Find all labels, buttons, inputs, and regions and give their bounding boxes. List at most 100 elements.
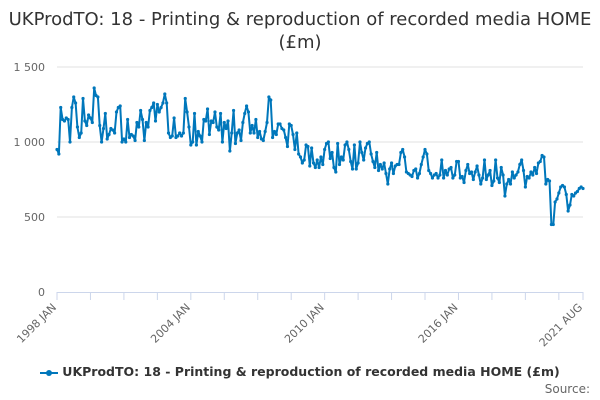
data-point xyxy=(449,165,453,170)
data-point xyxy=(516,170,520,174)
data-point xyxy=(414,167,418,171)
data-point xyxy=(55,147,59,152)
data-point xyxy=(150,105,154,110)
data-point xyxy=(192,111,197,116)
data-point xyxy=(295,131,299,135)
data-point xyxy=(222,120,226,125)
data-point xyxy=(442,176,446,180)
data-point xyxy=(176,134,180,138)
data-point xyxy=(484,177,488,182)
data-point xyxy=(293,147,297,152)
data-point xyxy=(163,92,167,96)
data-point xyxy=(256,135,260,140)
data-point xyxy=(311,161,316,165)
data-point xyxy=(315,158,319,162)
legend-label: UKProdTO: 18 - Printing & reproduction o… xyxy=(62,364,560,379)
data-point xyxy=(185,110,189,114)
data-point xyxy=(527,176,531,180)
data-point xyxy=(436,176,440,180)
data-point xyxy=(438,173,442,177)
data-point xyxy=(257,129,262,134)
data-point xyxy=(428,171,433,176)
data-point xyxy=(482,158,487,162)
data-point xyxy=(181,131,185,135)
data-point xyxy=(298,155,303,159)
data-point xyxy=(211,120,215,125)
data-point xyxy=(337,162,342,167)
data-point xyxy=(332,165,336,170)
legend-line-icon xyxy=(40,369,59,376)
data-point xyxy=(514,173,518,177)
data-point xyxy=(564,192,568,197)
data-point xyxy=(165,101,169,105)
data-point xyxy=(231,108,236,113)
data-point xyxy=(244,104,249,108)
data-point xyxy=(389,161,394,165)
data-point xyxy=(66,117,70,122)
data-point xyxy=(367,140,371,144)
data-point xyxy=(336,141,340,146)
data-point xyxy=(57,152,61,156)
data-point xyxy=(542,155,546,159)
data-point xyxy=(512,176,516,180)
data-point xyxy=(178,131,182,135)
data-point xyxy=(555,197,559,201)
data-point xyxy=(354,167,358,171)
data-point xyxy=(551,222,555,227)
data-point xyxy=(492,179,496,183)
data-point xyxy=(113,131,117,135)
data-point xyxy=(215,125,219,129)
data-point xyxy=(529,170,533,174)
data-point xyxy=(497,180,501,185)
data-point xyxy=(261,138,265,143)
data-point xyxy=(553,200,557,204)
data-point xyxy=(124,140,128,144)
data-point xyxy=(75,125,80,129)
data-point xyxy=(362,158,366,162)
data-point xyxy=(369,152,373,156)
data-point xyxy=(120,140,124,144)
data-point xyxy=(521,168,526,173)
data-point xyxy=(70,105,74,110)
data-point xyxy=(284,135,288,140)
data-point xyxy=(83,119,87,123)
data-point xyxy=(265,120,269,125)
legend-item[interactable]: UKProdTO: 18 - Printing & reproduction o… xyxy=(0,364,600,379)
data-point xyxy=(205,107,210,111)
data-point xyxy=(443,168,448,173)
data-point xyxy=(371,159,375,164)
data-point xyxy=(479,182,483,186)
data-point xyxy=(350,167,355,171)
data-point xyxy=(434,171,438,176)
data-point xyxy=(378,162,383,167)
data-point xyxy=(62,119,67,123)
data-point xyxy=(328,156,332,161)
data-point xyxy=(310,146,314,150)
data-point xyxy=(172,116,176,120)
data-point xyxy=(363,146,368,150)
data-point xyxy=(81,96,85,101)
data-point xyxy=(144,120,148,125)
data-point xyxy=(534,171,539,176)
data-point xyxy=(254,117,258,122)
data-point xyxy=(391,171,396,176)
data-point xyxy=(568,203,572,207)
data-point xyxy=(456,159,461,164)
data-point xyxy=(349,159,353,164)
data-point xyxy=(100,140,104,144)
data-point xyxy=(204,119,208,123)
data-point xyxy=(399,150,403,155)
data-point xyxy=(481,176,485,180)
data-point xyxy=(345,140,349,144)
data-point xyxy=(427,168,431,173)
data-point xyxy=(189,143,193,147)
data-point xyxy=(153,119,158,123)
data-point xyxy=(72,95,76,99)
data-point xyxy=(155,102,159,107)
data-point xyxy=(358,140,362,144)
data-point xyxy=(460,174,464,179)
data-point xyxy=(220,140,225,144)
data-point xyxy=(194,143,198,147)
data-point xyxy=(86,113,91,117)
